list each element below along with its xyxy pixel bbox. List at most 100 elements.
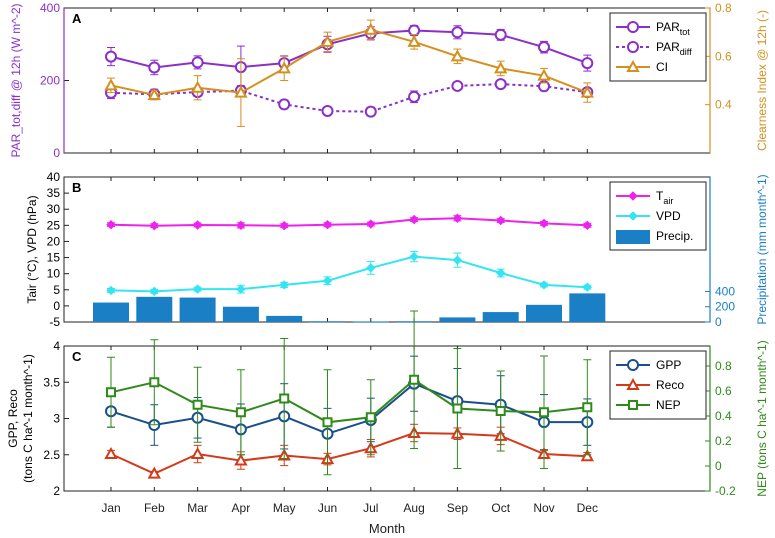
panel-c-point-nep-aug xyxy=(409,374,420,385)
panel-c-point-reco-jan xyxy=(104,446,118,460)
panel-b-point-vpd-may xyxy=(279,280,289,290)
panel-b-series-line-vpd xyxy=(110,255,588,293)
panel-a-ytick-right-label: 0.8 xyxy=(715,1,732,15)
panel-b-point-tair-jul xyxy=(366,219,376,229)
panel-a-point-ci-jan xyxy=(104,78,118,91)
panel-c-ylabel-left-2: (tons C ha^-1 month^-1) xyxy=(21,354,35,483)
panel-a-ylabel-right: Clearness Index @ 12h (-) xyxy=(755,10,769,151)
panel-a-ytick-left-label: 200 xyxy=(40,74,60,88)
panel-a-point-pardiff-sep xyxy=(451,79,464,92)
panel-b-point-tair-apr xyxy=(236,220,246,231)
panel-c-ylabel-left-1: GPP, Reco xyxy=(6,389,20,448)
panel-a-point-ci-oct xyxy=(494,61,508,74)
panel-a-point-pardiff-jun xyxy=(321,104,334,117)
panel-a-point-partot-dec xyxy=(581,57,594,70)
panel-c-point-nep-mar xyxy=(192,399,203,410)
panel-c-legend-marker xyxy=(626,377,640,390)
panel-b-legend-swatch xyxy=(616,230,650,244)
panel-a-point-partot-jan xyxy=(105,50,117,63)
panel-b-legend-label-vpd: VPD xyxy=(656,209,681,223)
panel-a-point-partot-sep xyxy=(451,26,464,39)
panel-a-point-partot-oct xyxy=(494,28,507,41)
panel-c-ytick-left-label: 3 xyxy=(53,412,60,426)
panel-b-point-tair-nov xyxy=(539,218,549,229)
panel-b-ytick-right-label: 400 xyxy=(715,284,735,298)
panel-a-point-ci-feb xyxy=(147,87,161,100)
panel-a-legend xyxy=(609,12,707,82)
panel-a-series-line-pardiff xyxy=(110,83,588,113)
panel-b-bar-sep xyxy=(439,317,476,322)
panel-b-point-vpd-jun xyxy=(322,276,333,286)
panel-a-point-partot-mar xyxy=(191,56,204,69)
panel-b-point-vpd-oct xyxy=(495,268,506,278)
x-tick-label-may: May xyxy=(273,501,296,515)
panel-b-point-vpd-sep xyxy=(452,255,463,265)
panel-b-ytick-left-label: 15 xyxy=(47,251,61,265)
panel-c-point-nep-may xyxy=(279,393,290,404)
panel-b-bar-mar xyxy=(179,297,216,322)
panel-a-legend-label-partot: PARtot xyxy=(656,20,690,37)
panel-b-ytick-left-label: -5 xyxy=(49,315,60,329)
panel-b-ytick-left-label: 25 xyxy=(47,218,61,232)
panel-b-point-tair-may xyxy=(279,220,289,231)
panel-b-bar-dec xyxy=(569,293,606,322)
panel-b-point-tair-mar xyxy=(192,220,203,230)
panel-c-ytick-left-label: 2 xyxy=(53,484,60,498)
panel-b-ytick-left-label: 10 xyxy=(47,267,61,281)
panel-c-point-reco-apr xyxy=(234,453,248,466)
panel-b-point-vpd-dec xyxy=(582,282,593,292)
panel-c-legend-marker xyxy=(628,400,638,410)
panel-c-point-reco-mar xyxy=(190,446,205,460)
panel-b-ylabel-left: Tair (°C), VPD (hPa) xyxy=(25,195,39,303)
x-tick-label-apr: Apr xyxy=(232,501,251,515)
panel-b-point-vpd-apr xyxy=(236,284,246,294)
panel-c-ytick-left-label: 2.5 xyxy=(43,448,60,462)
panel-a-ytick-right-label: 0.4 xyxy=(715,98,732,112)
panel-b-point-tair-sep xyxy=(452,213,463,223)
panel-b-point-tair-feb xyxy=(149,220,160,231)
panel-c-point-nep-apr xyxy=(235,407,246,418)
panel-a-series-line-partot xyxy=(110,29,588,69)
panel-b-ytick-left-label: 5 xyxy=(53,283,60,297)
panel-b-point-vpd-aug xyxy=(409,251,419,262)
panel-b-legend-marker xyxy=(628,211,638,221)
panel-c-point-nep-oct xyxy=(495,406,506,416)
panel-a-point-pardiff-may xyxy=(278,98,291,111)
panel-a-series-line-ci xyxy=(110,28,588,97)
panel-c-legend-label-reco: Reco xyxy=(656,378,684,392)
panel-c-point-nep-jun xyxy=(322,417,333,428)
panel-c-legend-marker xyxy=(627,359,639,371)
panel-a-ylabel-left: PAR_tot,diff @ 12h (W m^-2) xyxy=(9,3,23,157)
panel-c-point-reco-feb xyxy=(147,466,161,479)
panel-b-point-vpd-jan xyxy=(106,285,116,296)
panel-b-letter: B xyxy=(72,180,81,195)
panel-c-point-nep-nov xyxy=(539,407,549,418)
panel-b-point-vpd-jul xyxy=(366,263,376,273)
panel-c-ytick-right-label: 0.2 xyxy=(715,434,732,448)
panel-a-point-ci-jul xyxy=(364,22,378,35)
x-axis-label: Month xyxy=(369,521,405,536)
panel-a-point-partot-nov xyxy=(538,41,550,54)
panel-b-point-tair-jan xyxy=(106,219,116,230)
panel-b-ylabel-right: Precipitation (mm month^-1) xyxy=(755,174,769,324)
panel-b-point-tair-oct xyxy=(495,215,506,226)
panel-c-ytick-right-label: 0.4 xyxy=(715,409,732,423)
panel-b-ytick-right-label: 0 xyxy=(715,315,722,329)
panel-a-point-ci-mar xyxy=(190,80,205,93)
panel-c-ytick-left-label: 3.5 xyxy=(43,375,60,389)
panel-a-letter: A xyxy=(72,11,82,26)
panel-b-ytick-right-label: 200 xyxy=(715,300,735,314)
panel-a-point-ci-apr xyxy=(234,85,248,98)
panel-c-point-reco-dec xyxy=(580,449,594,462)
panel-b-legend-marker xyxy=(628,191,638,201)
panel-c-point-nep-dec xyxy=(582,402,593,413)
panel-b-ytick-left-label: 20 xyxy=(47,234,61,248)
panel-c-series-line-reco xyxy=(110,431,588,475)
panel-b-ytick-left-label: 40 xyxy=(47,170,61,184)
panel-b-point-vpd-nov xyxy=(539,280,549,290)
panel-c-legend-label-nep: NEP xyxy=(656,398,681,412)
panel-a-legend-marker xyxy=(626,59,640,72)
panel-b-point-tair-aug xyxy=(409,214,419,225)
panel-c-ytick-right-label: 0.8 xyxy=(715,359,732,373)
